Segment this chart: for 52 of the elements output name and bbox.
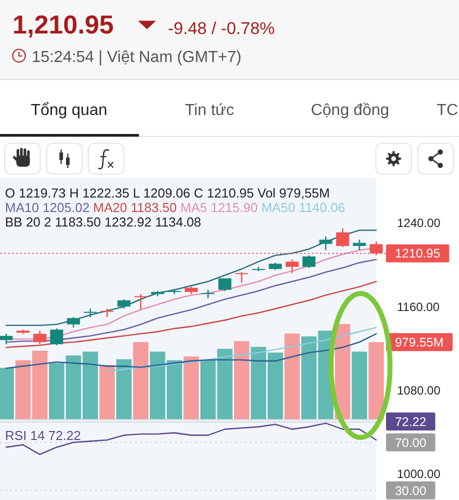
text: MA10 1205.02 [5,200,90,215]
line-series [106,326,377,372]
bar [352,352,368,420]
candlestick [50,328,64,346]
line-series [6,422,377,456]
text: TC [436,102,458,119]
text: MA50 1140.06 [261,200,345,215]
text: 72.22 [395,414,426,429]
text: MA5 1215.90 [180,200,258,215]
line-series [6,230,377,326]
y-tick-label: 1160.00 [397,300,440,314]
y-tick-label: 1000.00 [397,467,441,482]
candlestick [66,316,80,328]
candlestick [84,308,97,318]
text: -9.48 / -0.78% [168,19,275,38]
series-label: RSI 14 72.22 [5,428,81,443]
candlestick [33,330,46,345]
ref-line-label: 1210.95 [395,246,440,261]
candlestick [235,271,248,284]
text: Tổng quan [30,102,108,119]
candlestick [117,298,130,310]
candlestick [134,293,148,310]
line-series [6,280,377,348]
bar [99,364,115,420]
y-tick-label: 30.00 [395,484,426,498]
line-series [6,258,377,343]
y-tick-label: 1240.00 [397,216,441,230]
candlestick [336,228,350,248]
line-series [6,333,377,369]
bar [368,342,384,420]
text: 979.55M [394,335,444,350]
text: 15:24:54 | Việt Nam (GMT+7) [32,49,242,66]
y-tick-label: 1080.00 [397,383,441,398]
candlestick [286,258,299,274]
text: Tin tức [184,102,234,119]
bar [133,342,148,420]
text: 1,210.95 [12,9,114,40]
bar [116,359,132,420]
text: Cộng đồng [310,102,390,119]
bar [234,341,250,420]
candlestick [0,333,13,345]
candlestick [218,278,232,292]
bar [284,334,300,420]
annotation: O 1219.73 H 1222.35 L 1209.06 C 1210.95 Vol 979,55M [5,185,330,200]
y-tick-label: 70.00 [395,436,426,450]
annotation: BB 20 2 1183.50 1232.92 1134.08 [5,214,202,230]
candlestick [302,254,316,269]
candlestick [352,239,366,251]
text: MA20 1183.50 [93,200,177,215]
candlestick [319,236,332,251]
bar [184,356,199,420]
candlestick [100,308,114,318]
